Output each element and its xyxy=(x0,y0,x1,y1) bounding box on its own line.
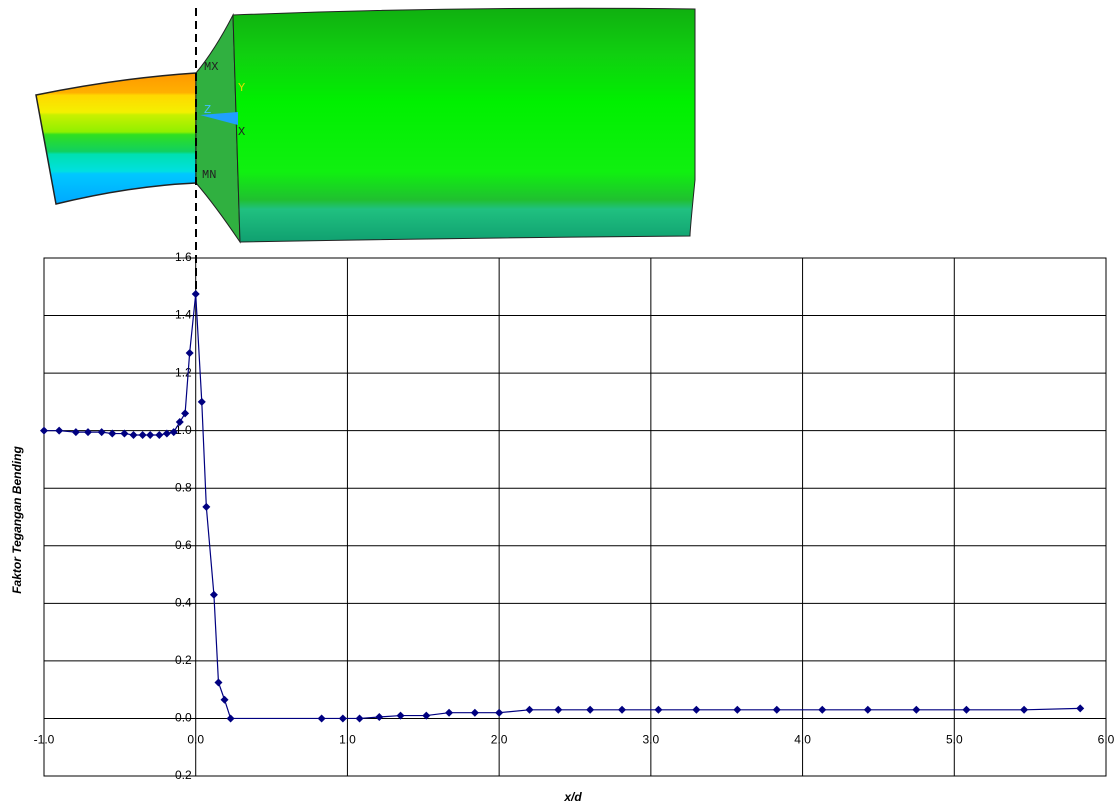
block xyxy=(233,8,695,242)
x-tick-label: 1.0 xyxy=(339,733,356,747)
y-tick-label: 0.0 xyxy=(175,711,192,725)
data-point xyxy=(818,706,826,714)
data-line xyxy=(44,294,1080,718)
data-point xyxy=(146,431,154,439)
data-point xyxy=(318,714,326,722)
data-point xyxy=(130,431,138,439)
x-tick-label: 0.0 xyxy=(187,733,204,747)
y-tick-label: 0.4 xyxy=(175,596,192,610)
data-point xyxy=(495,709,503,717)
x-axis-title: x/d xyxy=(563,790,582,804)
data-point xyxy=(84,428,92,436)
fea-label: Y xyxy=(238,81,245,95)
fea-label: X xyxy=(238,125,245,139)
y-tick-label: 0.2 xyxy=(175,653,192,667)
data-point xyxy=(471,709,479,717)
y-tick-label: 1.6 xyxy=(175,250,192,264)
fea-label: Z xyxy=(204,103,211,117)
x-tick-label: -1.0 xyxy=(34,733,55,747)
y-tick-label: 0.8 xyxy=(175,480,192,494)
x-tick-label: 4.0 xyxy=(794,733,811,747)
data-point xyxy=(586,706,594,714)
data-point xyxy=(375,713,383,721)
data-point xyxy=(210,591,218,599)
x-tick-label: 5.0 xyxy=(946,733,963,747)
data-point xyxy=(1020,706,1028,714)
data-point xyxy=(445,709,453,717)
data-point xyxy=(525,706,533,714)
x-tick-label: 6.0 xyxy=(1098,733,1115,747)
y-tick-label: -0.2 xyxy=(171,768,192,782)
data-point xyxy=(618,706,626,714)
data-point xyxy=(733,706,741,714)
data-point xyxy=(864,706,872,714)
data-point xyxy=(1076,704,1084,712)
data-point xyxy=(55,427,63,435)
data-point xyxy=(72,428,80,436)
data-point xyxy=(773,706,781,714)
data-point xyxy=(221,696,229,704)
data-point xyxy=(962,706,970,714)
y-axis-title: Faktor Tegangan Bending xyxy=(10,446,24,594)
figure: MX MN Y Z X Faktor Tegangan Bending x/d … xyxy=(0,0,1119,809)
plot-area xyxy=(44,258,1106,776)
curved-beam xyxy=(36,73,196,204)
data-point xyxy=(139,431,147,439)
y-tick-label: 1.4 xyxy=(175,308,192,322)
data-point xyxy=(227,714,235,722)
y-tick-label: 0.6 xyxy=(175,538,192,552)
data-point xyxy=(554,706,562,714)
neck xyxy=(196,15,240,242)
fea-label: MX xyxy=(204,60,218,74)
fea-label: MN xyxy=(202,168,216,182)
data-point xyxy=(356,714,364,722)
fea-model: MX MN Y Z X xyxy=(36,8,695,242)
y-tick-label: 1.2 xyxy=(175,365,192,379)
x-tick-label: 3.0 xyxy=(643,733,660,747)
x-tick-label: 2.0 xyxy=(491,733,508,747)
data-point xyxy=(692,706,700,714)
data-point xyxy=(214,678,222,686)
data-point xyxy=(40,427,48,435)
data-point xyxy=(181,409,189,417)
data-point xyxy=(98,428,106,436)
data-point xyxy=(198,398,206,406)
data-point xyxy=(339,714,347,722)
data-point xyxy=(186,349,194,357)
data-point xyxy=(654,706,662,714)
data-point xyxy=(192,290,200,298)
data-point xyxy=(912,706,920,714)
data-point xyxy=(202,503,210,511)
data-point xyxy=(155,431,163,439)
